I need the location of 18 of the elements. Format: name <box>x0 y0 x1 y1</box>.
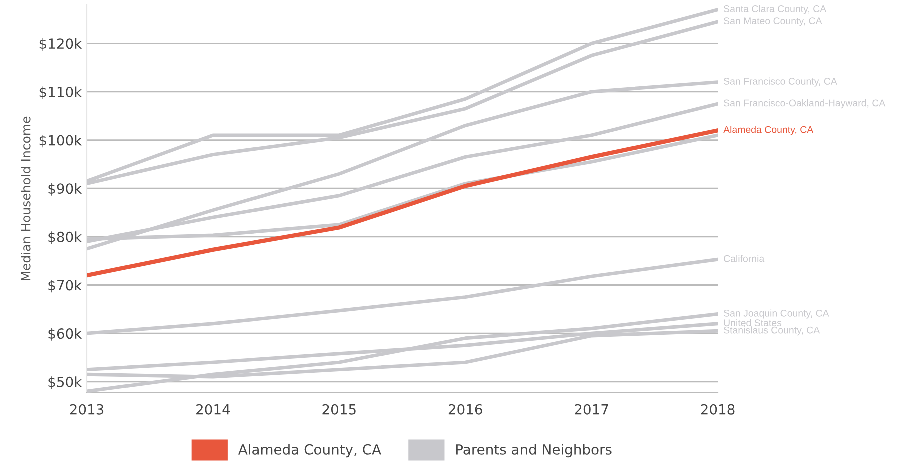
legend-label: Alameda County, CA <box>238 444 382 458</box>
x-tick-label: 2013 <box>70 404 104 415</box>
text: Parents and Neighbors <box>456 444 612 458</box>
y-axis-title: Median Household Income <box>21 116 31 281</box>
x-tick-label: 2017 <box>575 404 608 415</box>
y-tick-label: $60k <box>48 328 82 341</box>
x-tick-label: 2015 <box>322 404 356 415</box>
y-tick-label: $90k <box>48 183 82 196</box>
y-tick-label: $110k <box>40 86 82 100</box>
text: Alameda County, CA <box>724 126 814 136</box>
y-tick-label: $80k <box>48 232 82 244</box>
y-tick-label: $50k <box>48 376 82 390</box>
x-tick-label: 2016 <box>448 404 482 415</box>
x-tick-label: 2014 <box>196 404 230 415</box>
x-tick-label: 2018 <box>701 404 735 415</box>
y-tick-label: $70k <box>48 280 82 293</box>
y-tick-label: $120k <box>40 38 82 51</box>
y-tick-label: $100k <box>40 135 82 148</box>
